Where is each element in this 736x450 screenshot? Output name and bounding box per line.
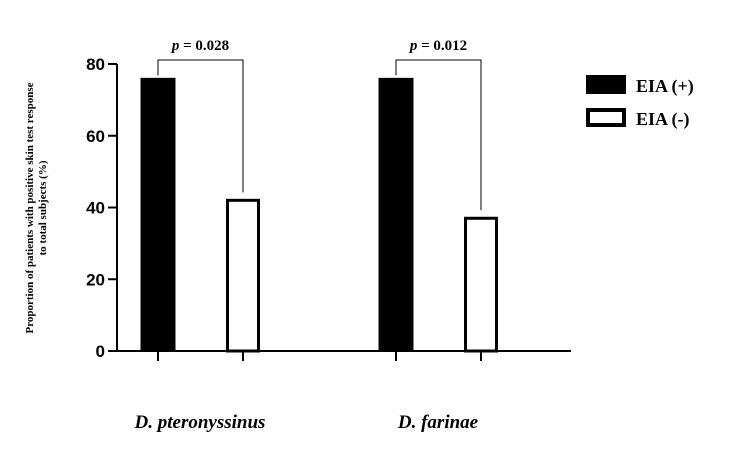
significance-bracket-d-farinae: [395, 59, 482, 211]
significance-bracket-d-pteronyssinus: [157, 59, 244, 193]
bar-d-pteronyssinus-eia-positive: [140, 77, 176, 352]
y-axis-title-line2: to total subjects (%): [37, 160, 49, 255]
y-axis-title-line1: Proportion of patients with positive ski…: [24, 82, 36, 333]
legend-label-eia-positive: EIA (+): [636, 76, 694, 97]
p-value-label-d-pteronyssinus: p = 0.028: [170, 38, 229, 54]
category-label-d-pteronyssinus: D. pteronyssinus: [134, 412, 266, 433]
y-tick-label-80: 80: [86, 55, 105, 74]
y-tick-label-0: 0: [96, 342, 105, 361]
legend-swatch-eia-positive: [586, 75, 626, 94]
category-label-d-farinae: D. farinae: [397, 412, 479, 433]
bar-d-farinae-eia-positive: [378, 77, 414, 352]
y-tick-label-40: 40: [86, 199, 105, 218]
legend: EIA (+) EIA (-): [586, 75, 694, 130]
legend-label-eia-negative: EIA (-): [636, 109, 690, 130]
y-tick-label-60: 60: [86, 127, 105, 146]
bar-d-farinae-eia-negative: [464, 216, 498, 353]
p-value-label-d-farinae: p = 0.012: [408, 38, 467, 54]
y-tick-label-20: 20: [86, 270, 105, 289]
legend-swatch-eia-negative: [586, 108, 626, 127]
bar-d-pteronyssinus-eia-negative: [226, 198, 260, 353]
